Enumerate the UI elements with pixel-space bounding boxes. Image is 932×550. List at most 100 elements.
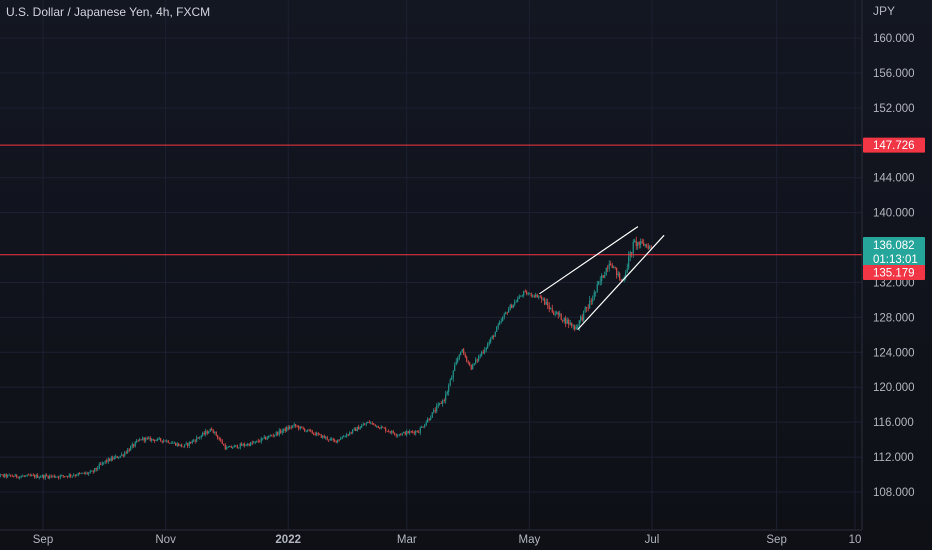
candle [470,364,472,371]
candle-body [455,361,457,365]
candle-body [187,443,189,446]
price-tags: 147.726 136.082 01:13:01 135.179 [863,137,925,280]
candle [209,428,211,432]
candle-body [5,474,7,477]
candle-body [409,431,411,434]
candle-body [331,438,333,440]
candle [599,276,601,286]
candle-body [614,266,616,268]
candle-body [403,431,405,433]
candle [338,439,340,442]
candle-body [89,471,91,473]
candle [449,378,451,387]
candle [484,347,486,355]
candle [35,473,37,479]
candle [85,471,87,475]
candle-body [601,275,603,281]
candle-body [392,431,394,434]
candle-body [25,475,27,477]
candle [284,427,286,433]
candle [386,430,388,432]
candle [191,439,193,445]
candle [365,422,367,427]
candle [158,436,160,441]
candle-body [7,474,9,477]
candle-body [343,436,345,438]
candle [313,432,315,436]
candle [308,429,310,432]
time-axis-label: May [519,534,541,546]
candle [232,446,234,450]
candle [527,292,529,296]
candle-body [631,252,633,254]
candle-body [416,431,418,433]
candle-body [388,431,390,432]
candle [47,475,49,480]
candle-body [523,291,525,296]
candle-body [443,400,445,401]
candle [4,473,6,479]
candle [476,358,478,364]
candle [8,473,10,476]
candle-body [568,319,570,325]
candle [260,436,262,444]
candle [580,315,582,324]
candle [377,425,379,429]
candle [61,474,63,477]
candle-body [358,426,360,430]
time-axis[interactable]: Sep Nov 2022 Mar May Jul Sep 10 [33,534,862,546]
candle-body [470,364,472,370]
candle-body [40,476,42,478]
candle-body [259,441,261,443]
candle [10,474,12,478]
candle-body [553,312,555,315]
candle-body [499,321,501,325]
candle [370,421,372,425]
candle [52,475,54,478]
candle-body [47,475,49,478]
candle [133,443,135,449]
candle-body [650,246,652,248]
candle-body [292,425,294,428]
candle [488,339,490,346]
candle [56,476,58,478]
candle-body [275,432,277,435]
candle [286,425,288,432]
candle-body [565,317,567,324]
candle [23,474,25,478]
candle-body [625,272,627,278]
candle [628,251,630,270]
candle-body [485,347,487,350]
candle [148,436,150,440]
candle [241,442,243,446]
candle [194,439,196,444]
candle [613,265,615,269]
candle [173,441,175,444]
candle-body [598,281,600,285]
candle [457,356,459,364]
candle-body [41,475,43,477]
candle [592,295,594,305]
candle-body [181,444,183,447]
candle [245,443,247,447]
candle-body [451,377,453,380]
candle [167,439,169,444]
candle-body [200,435,202,438]
current-price-tag: 136.082 01:13:01 [863,237,925,267]
candle [530,292,532,298]
candle [31,473,33,477]
candle [491,335,493,340]
candle [542,297,544,301]
candle [388,429,390,433]
candle-body [26,474,28,476]
candle-body [28,474,30,476]
price-axis[interactable]: 160.000 156.000 152.000 144.000 140.000 132.0… [873,33,915,499]
candle-body [67,476,69,477]
candle-body [247,443,249,446]
candle [302,426,304,430]
candle [293,422,295,428]
candle-body [649,246,651,249]
candle [53,474,55,479]
